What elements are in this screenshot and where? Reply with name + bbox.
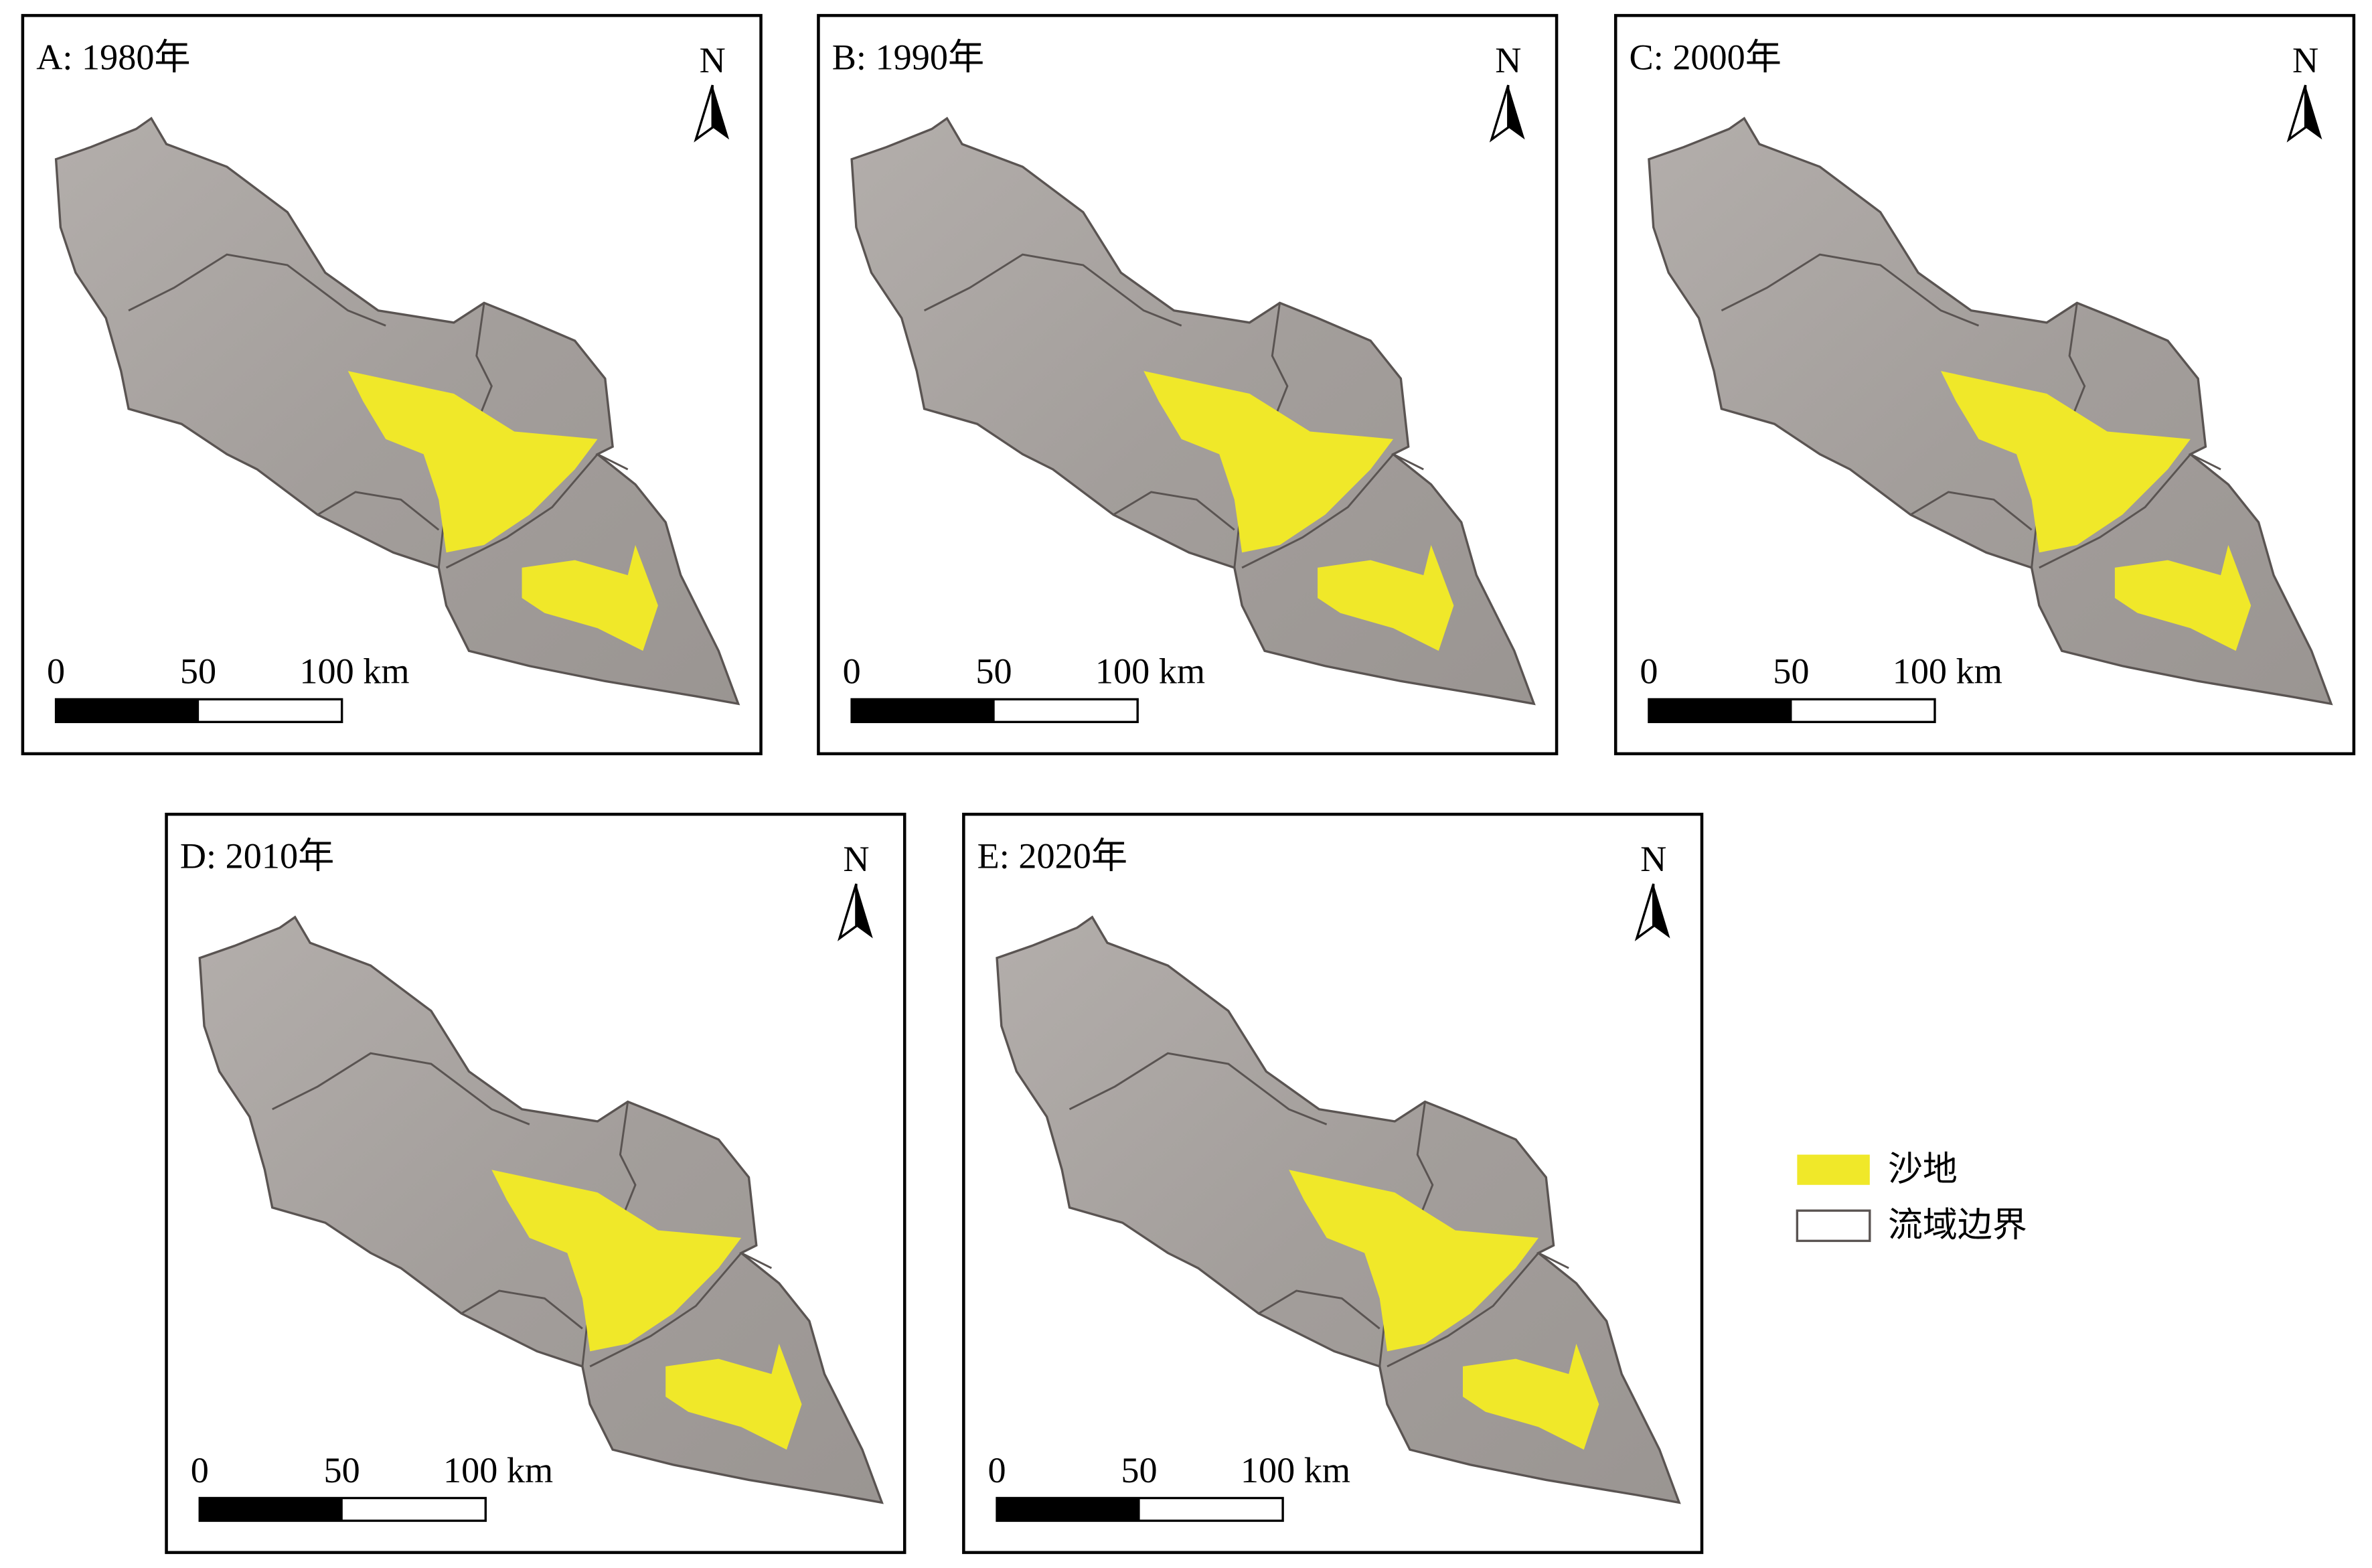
scale-bar-fill (200, 1498, 343, 1521)
legend-swatch (1797, 1154, 1870, 1185)
panel-title: B: 1990年 (832, 37, 984, 77)
scale-bar-fill (997, 1498, 1140, 1521)
scale-bar-fill (1648, 699, 1792, 722)
legend-label: 沙地 (1888, 1149, 1958, 1189)
scale-label: 0 (47, 651, 65, 692)
scale-label: 0 (1640, 651, 1658, 692)
scale-label: 100 km (443, 1450, 553, 1490)
map-panel: C: 2000年 N 0 50 100 km (1613, 13, 2356, 756)
north-arrow (856, 884, 873, 939)
scale-label: 0 (843, 651, 861, 692)
scale-label: 50 (975, 651, 1012, 692)
scale-label: 50 (324, 1450, 360, 1490)
map-panel: B: 1990年 N 0 50 100 km (817, 13, 1559, 756)
scale-label: 100 km (1893, 651, 2002, 692)
scale-label: 50 (1773, 651, 1809, 692)
panel-title: A: 1980年 (36, 37, 190, 77)
map-panel: A: 1980年 N 0 50 100 km (21, 13, 763, 756)
scale-label: 100 km (1095, 651, 1205, 692)
panel-title: C: 2000年 (1630, 37, 1782, 77)
scale-label: 50 (180, 651, 216, 692)
north-label: N (1495, 40, 1521, 80)
north-label: N (700, 40, 726, 80)
panel-title: E: 2020年 (977, 836, 1127, 876)
scale-bar-fill (852, 699, 995, 722)
scale-label: 50 (1121, 1450, 1157, 1490)
north-label: N (2292, 40, 2318, 80)
north-arrow (1653, 884, 1670, 939)
north-label: N (843, 839, 869, 879)
scale-label: 0 (191, 1450, 209, 1490)
scale-label: 100 km (1241, 1450, 1350, 1490)
scale-bar-fill (56, 699, 200, 722)
scale-label: 100 km (299, 651, 409, 692)
north-label: N (1640, 839, 1666, 879)
legend-swatch (1796, 1209, 1871, 1243)
scale-label: 0 (987, 1450, 1006, 1490)
map-panel: E: 2020年 N 0 50 100 km (962, 812, 1704, 1555)
map-panel: D: 2010年 N 0 50 100 km (165, 812, 906, 1555)
panel-title: D: 2010年 (180, 836, 334, 876)
legend-label: 流域边界 (1888, 1205, 2027, 1245)
